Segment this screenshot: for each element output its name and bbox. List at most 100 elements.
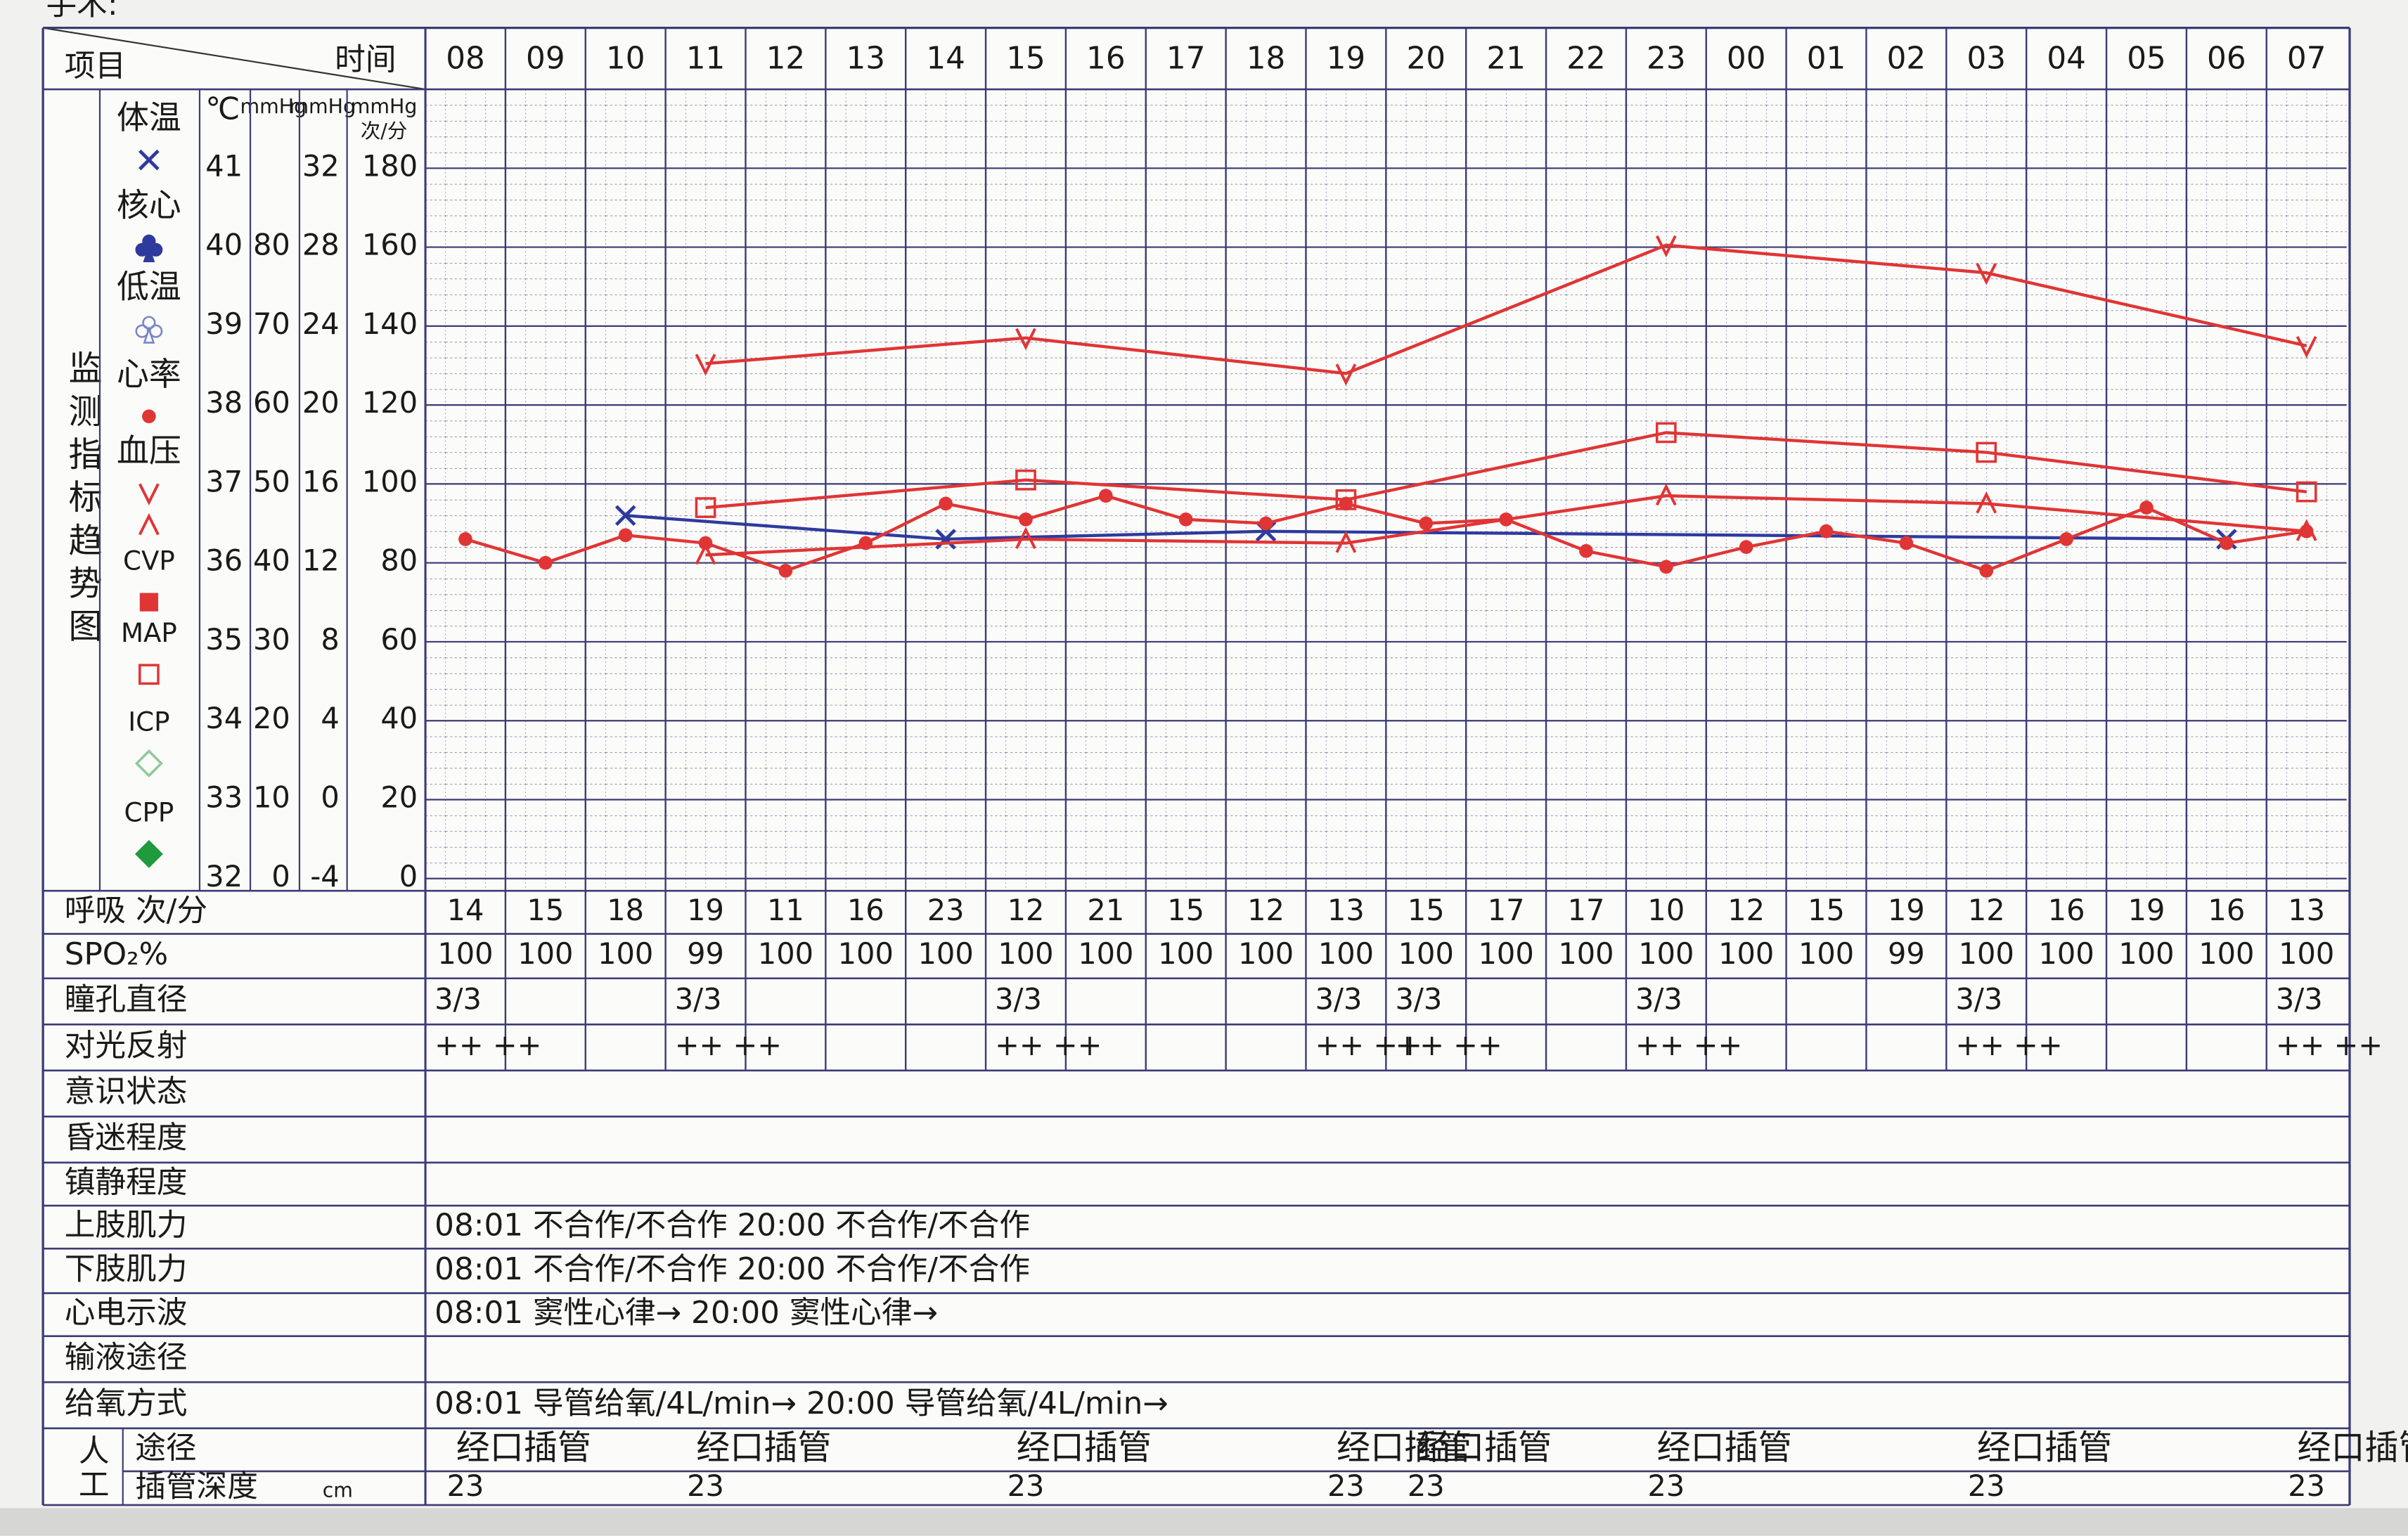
legend-marker — [134, 749, 163, 777]
row-label: SPO₂% — [65, 936, 168, 972]
data-point — [695, 354, 716, 376]
cell: ++ ++ — [675, 1028, 782, 1062]
legend-marker — [139, 512, 160, 536]
cell: 13 — [1327, 893, 1365, 927]
data-point — [2059, 532, 2073, 546]
y2-tick-label: 36 — [205, 543, 243, 578]
cell: ++ ++ — [2276, 1028, 2383, 1062]
data-point — [458, 532, 472, 546]
y-tick-label: 40 — [380, 701, 418, 735]
cell: ++ ++ — [434, 1028, 541, 1062]
row-label: 镇静程度 — [65, 1164, 188, 1200]
cell: 3/3 — [1955, 982, 2002, 1017]
row-label: 心电示波 — [65, 1295, 188, 1331]
y2-tick-label: 35 — [205, 622, 243, 657]
cell: 14 — [447, 893, 484, 927]
data-point — [939, 496, 953, 511]
x-tick-label: 02 — [1887, 41, 1926, 77]
x-tick-label: 00 — [1727, 41, 1766, 77]
series-line — [705, 243, 2307, 375]
cell: 23 — [687, 1469, 724, 1503]
side-title: 监测指标趋势图 — [63, 350, 102, 651]
header-item: 项目 — [65, 48, 126, 84]
x-tick-label: 04 — [2047, 41, 2086, 77]
x-tick-label: 06 — [2207, 41, 2246, 77]
cell: 100 — [1638, 936, 1694, 971]
data-point — [1335, 531, 1357, 553]
cell: 100 — [1798, 936, 1854, 971]
cell: 100 — [918, 936, 974, 971]
cell: 经口插管 — [696, 1428, 831, 1467]
data-point — [2220, 536, 2234, 550]
cell: 经口插管 — [2297, 1428, 2408, 1467]
x-tick-label: 07 — [2287, 41, 2326, 77]
y2-tick-label: 34 — [205, 701, 243, 735]
row-label: 途径 — [135, 1430, 196, 1466]
x-tick-label: 05 — [2127, 41, 2166, 77]
cell: 99 — [687, 936, 724, 971]
cell: 3/3 — [434, 982, 482, 1017]
legend-label: 核心 — [117, 186, 181, 224]
x-tick-label: 10 — [606, 41, 645, 77]
y3-tick-label: 20 — [253, 701, 290, 735]
data-point — [1899, 536, 1914, 550]
data-point — [1015, 328, 1036, 351]
cell: 19 — [2128, 893, 2165, 927]
cell: 100 — [517, 936, 573, 971]
cell: 100 — [1959, 936, 2014, 971]
cell: 15 — [1167, 893, 1204, 927]
y-tick-label: 140 — [362, 306, 418, 341]
data-point — [1655, 422, 1677, 444]
cell: 经口插管 — [1417, 1428, 1552, 1467]
cell: 23 — [1968, 1469, 2005, 1503]
data-point — [1979, 564, 1994, 578]
row-text: 08:01 不合作/不合作 20:00 不合作/不合作 — [434, 1208, 1030, 1244]
y3-tick-label: 40 — [253, 543, 290, 578]
row-label: 呼吸 次/分 — [65, 893, 207, 929]
cell: 100 — [758, 936, 813, 971]
y4-tick-label: 0 — [321, 780, 339, 814]
cell: 100 — [1238, 936, 1294, 971]
legend-marker — [142, 409, 156, 424]
cell: 经口插管 — [456, 1428, 591, 1467]
data-point — [695, 497, 716, 518]
y-label: 次/分 — [361, 120, 407, 143]
x-tick-label: 03 — [1966, 41, 2006, 77]
data-point — [935, 529, 956, 550]
data-point — [1739, 540, 1753, 555]
cell: ++ ++ — [1315, 1028, 1422, 1062]
cell: 12 — [1968, 893, 2005, 927]
y4-tick-label: 16 — [302, 464, 340, 498]
y2-tick-label: 40 — [205, 228, 243, 262]
cell: ++ ++ — [1955, 1028, 2062, 1062]
data-point — [539, 555, 553, 570]
cell: 99 — [1888, 936, 1925, 971]
page-title: 手术: — [46, 0, 118, 22]
data-point — [2139, 501, 2153, 515]
y2-tick-label: 37 — [205, 464, 243, 498]
cell: 23 — [447, 1469, 484, 1503]
y-tick-label: 60 — [380, 622, 418, 657]
row-group: 人工 — [73, 1434, 109, 1502]
y4-tick-label: 32 — [302, 148, 340, 183]
y4-tick-label: 8 — [321, 622, 339, 657]
cell: 23 — [1007, 1469, 1045, 1503]
legend-label: CVP — [123, 546, 175, 576]
y4-tick-label: 4 — [321, 701, 339, 735]
cell: 15 — [527, 893, 564, 927]
row-label: 输液途径 — [65, 1339, 188, 1375]
data-point — [1655, 483, 1677, 506]
data-point — [1579, 544, 1593, 558]
series-line — [465, 493, 2307, 573]
cell: ++ ++ — [1395, 1028, 1502, 1062]
x-tick-label: 23 — [1647, 41, 1686, 77]
x-tick-label: 15 — [1006, 41, 1045, 77]
y3-tick-label: 80 — [253, 228, 290, 262]
cell: 经口插管 — [1977, 1428, 2112, 1467]
y4-tick-label: 28 — [302, 228, 340, 262]
x-tick-label: 14 — [926, 41, 965, 77]
row-label: 对光反射 — [65, 1028, 188, 1064]
cell: 3/3 — [2276, 982, 2323, 1017]
series-line — [705, 494, 2307, 557]
